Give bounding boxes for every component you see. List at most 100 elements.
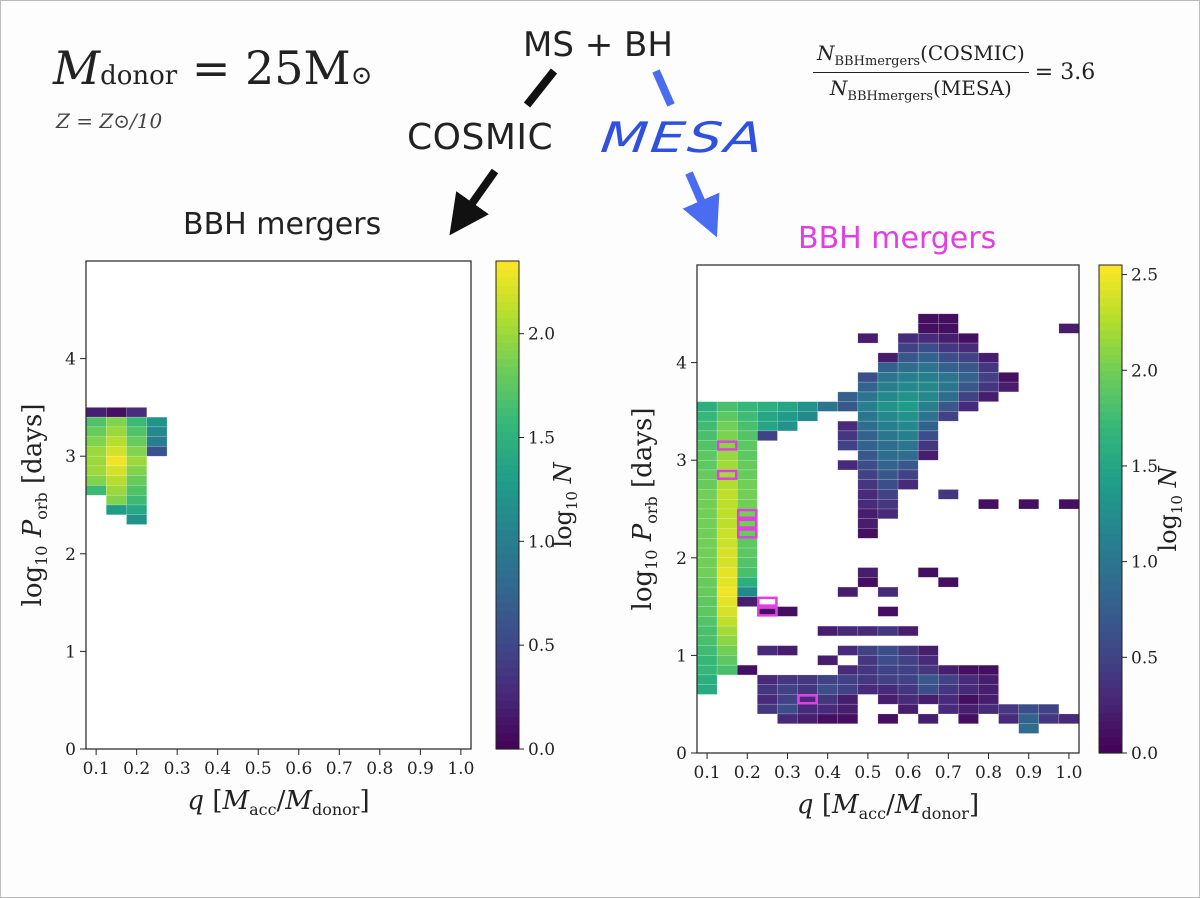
heatmap-cell	[857, 498, 879, 510]
heatmap-cell	[106, 407, 127, 418]
heatmap-cell	[126, 514, 148, 525]
heatmap-cell	[958, 391, 979, 402]
colorbar-segment	[496, 724, 519, 734]
x-tick-label: 0.1	[694, 763, 721, 783]
heatmap-cell	[938, 333, 959, 344]
x-tick-label: 0.1	[83, 759, 110, 779]
heatmap-cell	[777, 674, 798, 685]
heatmap-cell	[877, 391, 899, 402]
x-tick-label: 0.5	[245, 759, 272, 779]
heatmap-cell	[877, 625, 899, 637]
heatmap-cell	[877, 498, 899, 510]
heatmap-cell	[938, 372, 959, 383]
heatmap-cell	[978, 391, 999, 402]
colorbar-segment	[1099, 313, 1122, 323]
heatmap-cell	[106, 465, 127, 476]
heatmap-cell	[696, 538, 718, 549]
arrow-cosmic-to-left-plot	[449, 168, 499, 236]
heatmap-cell	[716, 635, 738, 646]
heatmap-cell	[736, 469, 758, 480]
x-tick-label: 0.3	[774, 763, 801, 783]
heatmap-cell	[146, 446, 168, 457]
heatmap-cell	[938, 362, 959, 373]
heatmap-cell	[938, 489, 959, 500]
heatmap-cell	[817, 625, 838, 637]
colorbar-segment	[1099, 557, 1122, 567]
heatmap-cell	[897, 411, 919, 422]
colorbar-segment	[1099, 622, 1122, 632]
heatmap-cell	[696, 596, 718, 607]
heatmap-cell	[126, 475, 148, 486]
colorbar-segment	[496, 635, 519, 644]
colorbar-segment	[1099, 744, 1122, 754]
colorbar-segment	[496, 366, 519, 376]
colorbar-segment	[1099, 411, 1122, 421]
colorbar-segment	[496, 529, 519, 539]
heatmap-cell	[126, 504, 148, 516]
heatmap-cell	[917, 713, 939, 724]
colorbar-tick-label: 2.5	[1131, 266, 1158, 286]
heatmap-cell	[126, 446, 148, 457]
heatmap-cell	[696, 606, 718, 617]
highlight-box	[757, 606, 778, 617]
heatmap-cell	[696, 616, 718, 627]
heatmap-cell	[917, 567, 939, 578]
heatmap-cell	[857, 577, 879, 588]
heatmap-cell	[897, 430, 919, 441]
colorbar-segment	[1099, 704, 1122, 713]
colorbar-segment	[496, 472, 519, 482]
ratio-numerator: NBBHmergers(COSMIC)	[813, 41, 1029, 73]
colorbar-segment	[1099, 354, 1122, 364]
colorbar-segment	[496, 285, 519, 295]
heatmap-cell	[736, 596, 758, 607]
heatmap-cell	[716, 664, 738, 676]
colorbar-segment	[496, 431, 519, 441]
heatmap-cell	[85, 455, 107, 467]
colorbar-segment	[1099, 330, 1122, 339]
colorbar-segment	[496, 350, 519, 360]
heatmap-cell	[757, 430, 778, 441]
heatmap-cell	[817, 703, 838, 715]
heatmap-cell	[716, 645, 738, 656]
heatmap-cell	[877, 430, 899, 441]
heatmap-cell	[857, 655, 879, 666]
heatmap-cell	[696, 420, 718, 432]
y-axis-label: log10 Porb [days]	[628, 407, 661, 610]
plot-frame	[85, 260, 472, 750]
heatmap-cells	[696, 313, 1080, 734]
colorbar-segment	[496, 667, 519, 677]
heatmap-cell	[938, 577, 959, 588]
colorbar-tick-label: 0.0	[528, 740, 555, 760]
heatmap-cell	[978, 674, 999, 685]
heatmap-cell	[857, 508, 879, 520]
colorbar-frame	[495, 260, 520, 750]
heatmap-cell	[857, 645, 879, 656]
heatmap-cell	[978, 703, 999, 715]
heatmap-cell	[897, 391, 919, 402]
heatmap-cell	[106, 475, 127, 486]
heatmap-cell	[817, 694, 838, 705]
heatmap-cell	[106, 416, 127, 428]
heatmap-cell	[857, 684, 879, 695]
heatmap-cell	[897, 420, 919, 432]
heatmap-cell	[857, 430, 879, 441]
heatmap-cell	[857, 664, 879, 676]
heatmap-cell	[877, 411, 899, 422]
highlight-box	[716, 440, 738, 451]
heatmap-cell	[797, 674, 818, 685]
heatmap-cell	[777, 411, 798, 422]
heatmap-cell	[126, 407, 148, 418]
heatmap-cell	[696, 586, 718, 598]
heatmap-cell	[1018, 713, 1040, 724]
colorbar-segment	[1099, 631, 1122, 640]
x-tick-label: 0.2	[734, 763, 761, 783]
heatmap-cell	[146, 436, 168, 447]
heatmap-cell	[736, 401, 758, 412]
heatmap-cell	[797, 401, 818, 412]
heatmap-cell	[978, 664, 999, 676]
heatmap-cell	[736, 440, 758, 451]
mdonor-subscript: donor	[100, 61, 178, 91]
heatmap-cell	[938, 411, 959, 422]
heatmap-cell	[857, 411, 879, 422]
colorbar-segment	[1099, 582, 1122, 591]
